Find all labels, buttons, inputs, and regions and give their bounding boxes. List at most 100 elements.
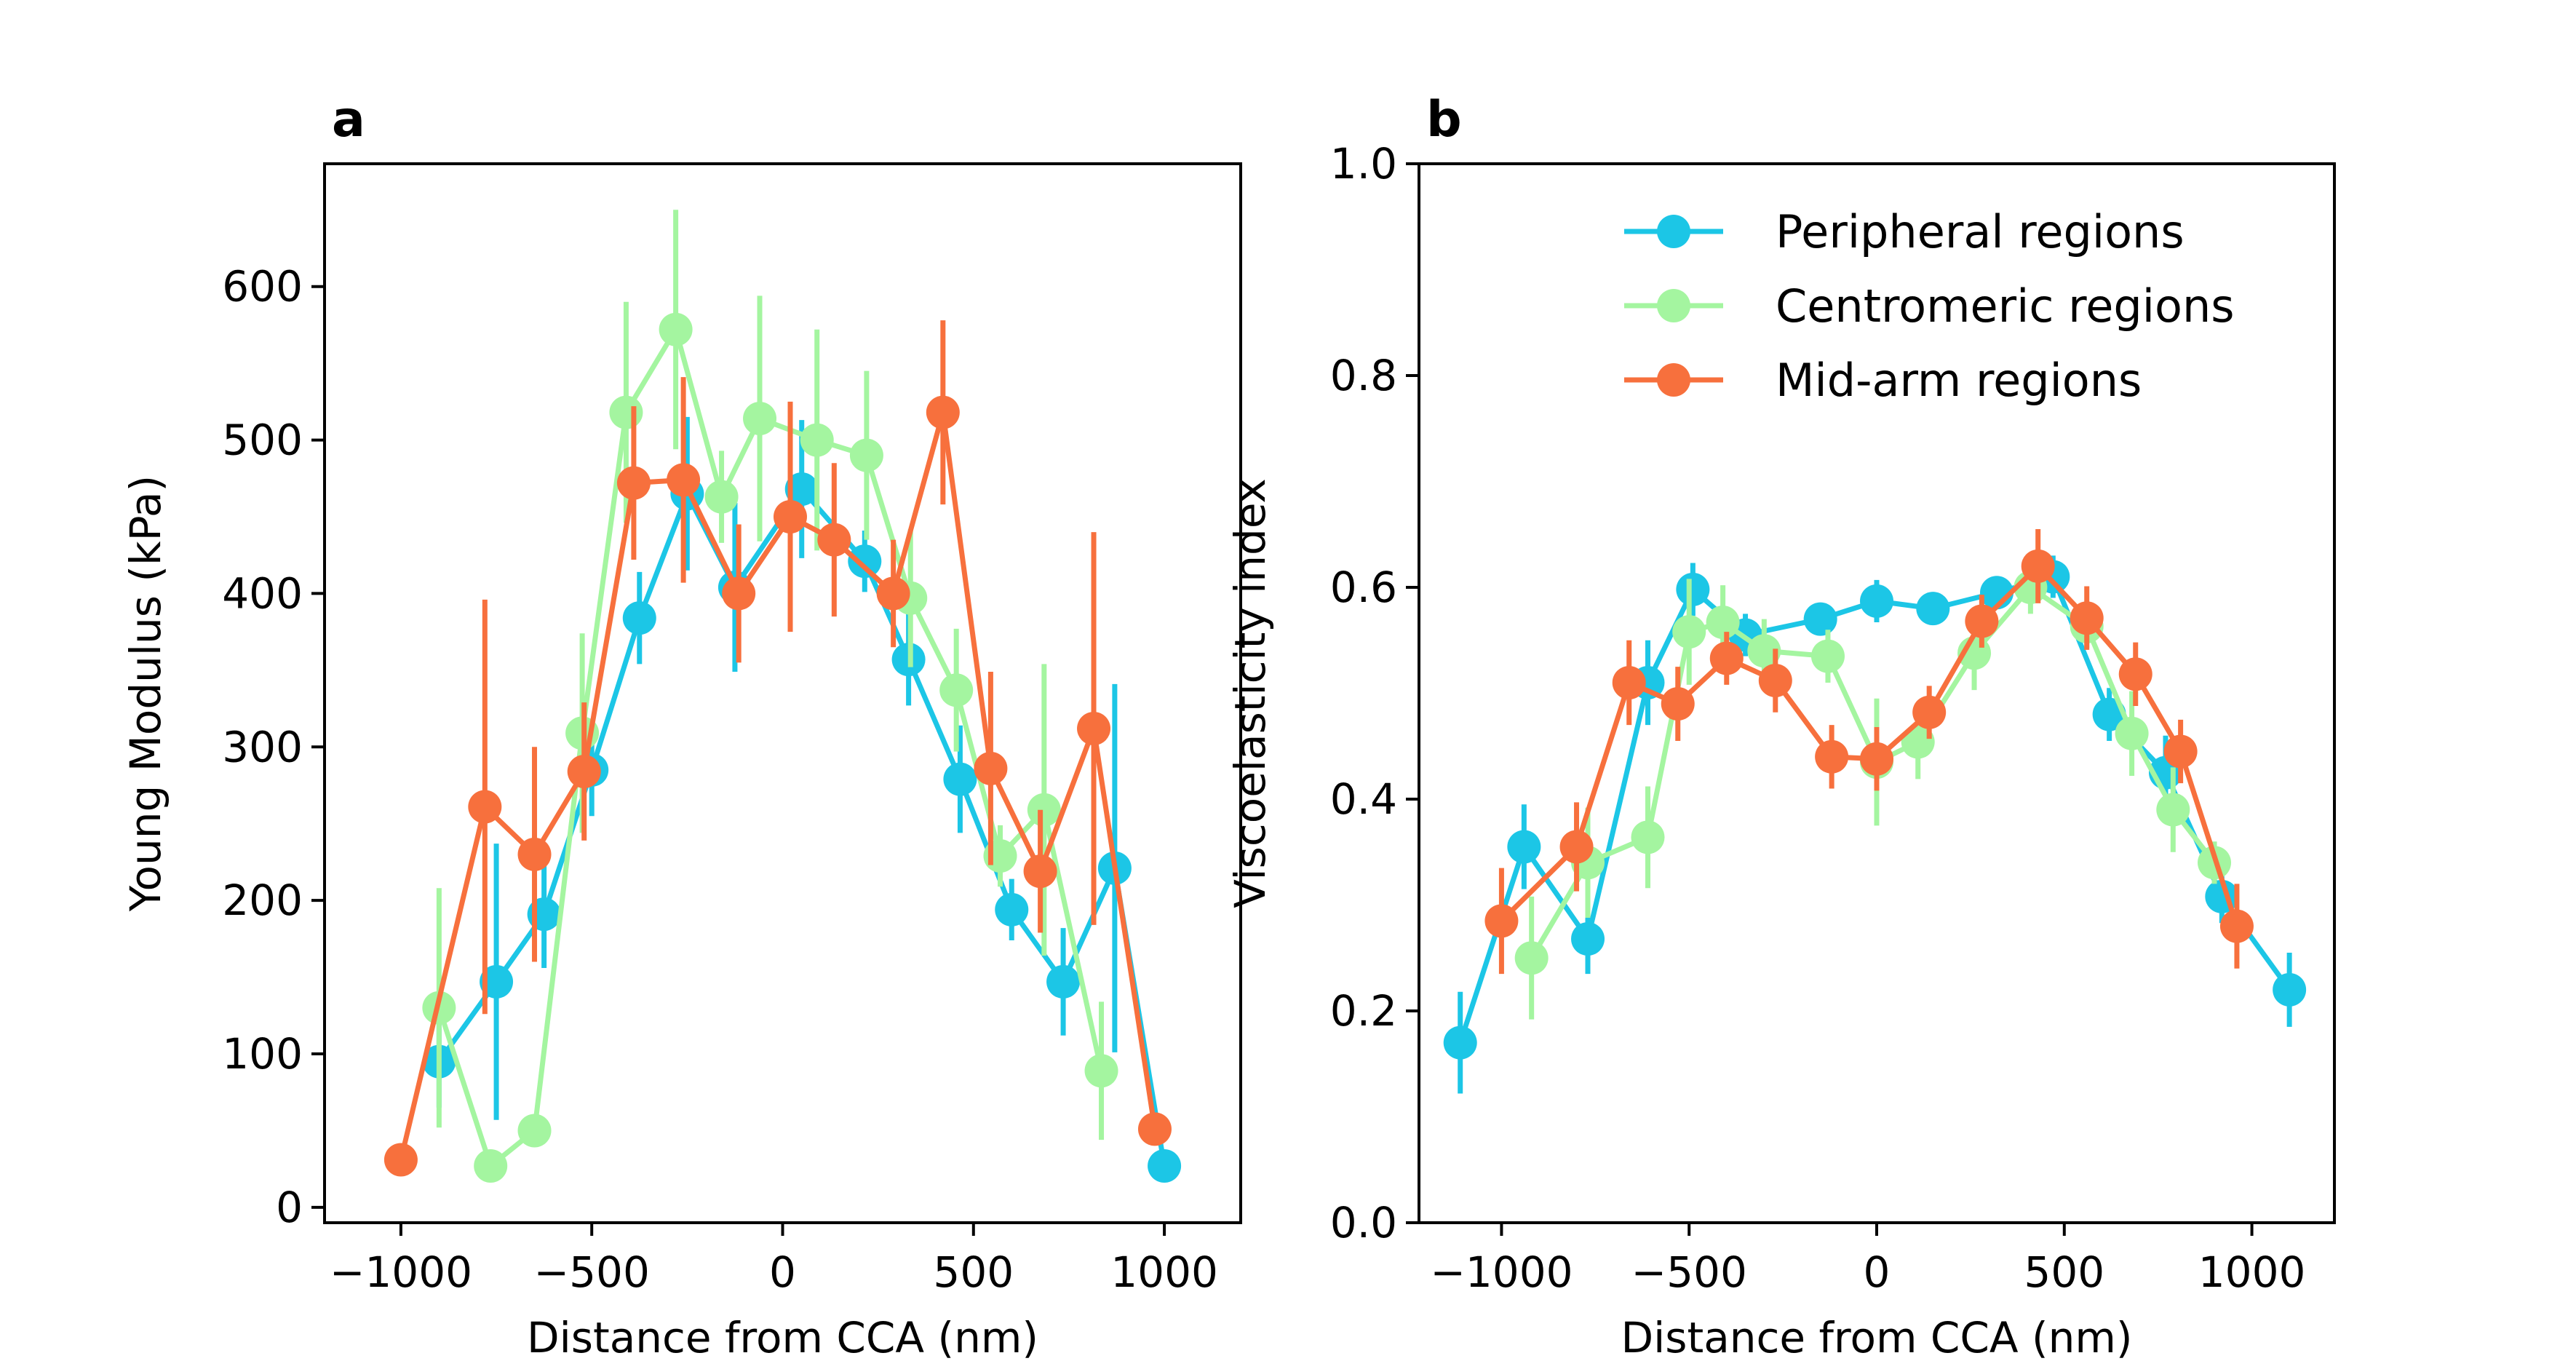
data-point: [383, 1143, 418, 1177]
data-point: [517, 837, 552, 871]
data-point: [609, 395, 643, 429]
y-tick-label: 0.4: [1330, 774, 1397, 824]
data-point: [1484, 904, 1519, 938]
x-tick-label: 0: [769, 1247, 796, 1297]
data-point: [1443, 1025, 1477, 1060]
panel-label: a: [332, 91, 365, 148]
data-point: [943, 762, 977, 796]
y-tick-label: 600: [222, 262, 303, 312]
data-point: [1027, 793, 1061, 827]
data-point: [1148, 1148, 1182, 1183]
data-point: [2115, 716, 2149, 750]
data-point: [1709, 641, 1744, 675]
data-point: [1559, 830, 1594, 864]
x-tick-label: −500: [1631, 1247, 1747, 1297]
data-point: [1860, 584, 1893, 618]
data-point: [1912, 695, 1947, 729]
legend-marker: [1657, 289, 1690, 322]
data-point: [2070, 601, 2104, 635]
y-axis-label: Viscoelasticity index: [1225, 478, 1275, 908]
data-point: [2273, 972, 2307, 1007]
panel-label: b: [1426, 91, 1462, 148]
data-point: [1514, 941, 1549, 975]
data-point: [1810, 639, 1845, 673]
data-point: [517, 1114, 552, 1148]
x-tick-label: −1000: [330, 1247, 472, 1297]
data-point: [1901, 725, 1935, 759]
data-point: [1661, 687, 1695, 721]
x-tick-label: 500: [933, 1247, 1014, 1297]
y-tick-label: 400: [222, 568, 303, 618]
legend-entry-label: Centromeric regions: [1776, 279, 2235, 333]
data-point: [2219, 909, 2254, 943]
y-tick-label: 500: [222, 416, 303, 465]
y-tick-label: 300: [222, 722, 303, 771]
data-point: [704, 480, 739, 514]
panel-b-viscoelasticity-chart: −1000 −500 0 500 1000 0.0 0.2 0.4 0.6 0.8 1.0 Dista…: [1225, 91, 2336, 1361]
data-point: [743, 402, 777, 436]
data-point: [1137, 1112, 1172, 1146]
data-point: [480, 964, 514, 999]
data-point: [1815, 739, 1849, 774]
y-tick-label: 100: [222, 1029, 303, 1079]
data-point: [622, 601, 656, 635]
data-point: [1571, 922, 1605, 956]
data-point: [995, 892, 1029, 926]
legend-marker: [1657, 363, 1690, 397]
data-point: [474, 1148, 508, 1183]
x-tick-label: −1000: [1430, 1247, 1573, 1297]
data-point: [773, 500, 807, 533]
data-point: [1084, 1054, 1118, 1088]
y-tick-label: 0.0: [1330, 1198, 1397, 1247]
data-point: [1860, 742, 1893, 776]
y-tick-label: 1.0: [1330, 139, 1397, 189]
legend-marker: [1657, 215, 1690, 248]
series-mid-arm-regions: [1484, 528, 2254, 975]
data-point: [1676, 572, 1710, 606]
y-tick-label: 200: [222, 876, 303, 925]
panel-a-young-modulus-chart: −1000 −500 0 500 1000 0 100 200 300 400 500 600 Dist…: [121, 91, 1242, 1361]
data-point: [2021, 549, 2055, 583]
data-point: [1023, 854, 1057, 889]
series-centromeric-regions: [422, 210, 1118, 1183]
data-point: [1046, 964, 1081, 999]
data-point: [1965, 604, 1999, 638]
data-point: [1507, 830, 1541, 864]
data-point: [667, 463, 701, 497]
data-point: [567, 755, 601, 789]
data-point: [784, 472, 819, 507]
data-point: [1706, 606, 1740, 640]
x-tick-label: 0: [1864, 1247, 1891, 1297]
x-tick-label: 1000: [1110, 1247, 1218, 1297]
data-point: [1803, 602, 1837, 636]
data-point: [876, 576, 910, 611]
y-tick-label: 0.6: [1330, 563, 1397, 612]
data-point: [1631, 820, 1665, 854]
legend-entry-label: Peripheral regions: [1776, 205, 2185, 258]
x-axis-label: Distance from CCA (nm): [527, 1313, 1038, 1361]
data-point: [616, 466, 651, 500]
data-point: [974, 751, 1008, 785]
x-axis-label: Distance from CCA (nm): [1621, 1313, 2132, 1361]
data-point: [926, 395, 960, 429]
y-tick-label: 0.8: [1330, 351, 1397, 400]
data-point: [848, 544, 882, 579]
data-point: [2156, 793, 2190, 827]
data-point: [1077, 712, 1111, 745]
y-tick-label: 0.2: [1330, 986, 1397, 1036]
data-point: [468, 790, 502, 824]
data-point: [1747, 634, 1781, 668]
data-point: [1612, 665, 1646, 699]
y-axis-label: Young Modulus (kPa): [121, 475, 170, 912]
data-point: [659, 312, 693, 346]
data-point: [1916, 592, 1950, 626]
data-point: [817, 523, 851, 557]
data-point: [1672, 615, 1706, 649]
x-tick-label: 500: [2024, 1247, 2104, 1297]
data-point: [2118, 657, 2152, 691]
x-tick-label: 1000: [2198, 1247, 2306, 1297]
legend-entry-label: Mid-arm regions: [1776, 354, 2142, 407]
data-point: [722, 576, 756, 611]
x-tick-label: −500: [534, 1247, 650, 1297]
